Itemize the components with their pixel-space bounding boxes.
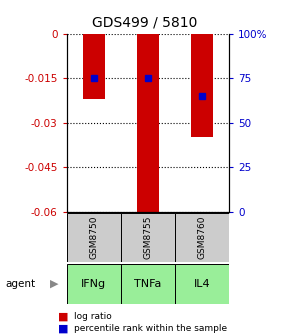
Text: agent: agent — [6, 279, 36, 289]
Text: ■: ■ — [58, 324, 68, 334]
Bar — [83, 34, 105, 99]
Bar — [175, 264, 229, 304]
Text: ▶: ▶ — [50, 279, 58, 289]
Text: log ratio: log ratio — [74, 312, 112, 321]
Bar — [137, 34, 159, 212]
Text: ■: ■ — [58, 312, 68, 322]
Text: percentile rank within the sample: percentile rank within the sample — [74, 324, 227, 333]
Text: GSM8760: GSM8760 — [197, 216, 206, 259]
Bar — [121, 264, 175, 304]
Text: IL4: IL4 — [194, 279, 210, 289]
Text: TNFa: TNFa — [134, 279, 162, 289]
Bar — [191, 34, 213, 137]
Bar — [67, 264, 121, 304]
Text: GSM8755: GSM8755 — [143, 216, 153, 259]
Text: GDS499 / 5810: GDS499 / 5810 — [92, 15, 198, 29]
Bar — [175, 213, 229, 262]
Text: GSM8750: GSM8750 — [89, 216, 98, 259]
Bar — [121, 213, 175, 262]
Text: IFNg: IFNg — [81, 279, 106, 289]
Bar — [67, 213, 121, 262]
